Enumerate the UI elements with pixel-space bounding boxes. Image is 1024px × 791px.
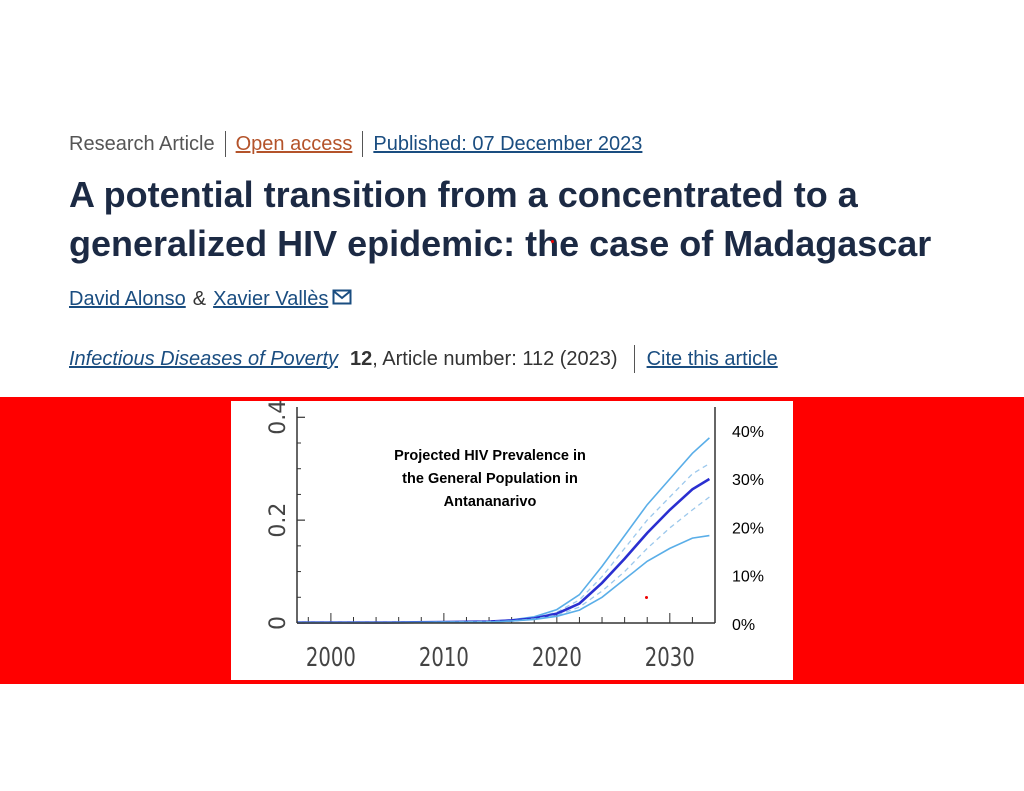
journal-divider — [633, 345, 635, 373]
right-axis-label: 30% — [732, 472, 764, 489]
y-tick-label: 0.2 — [266, 503, 291, 538]
chart-title-line-1: Projected HIV Prevalence in — [394, 448, 586, 464]
volume-number: 12 — [350, 347, 373, 370]
published-date-link[interactable]: Published: 07 December 2023 — [373, 132, 643, 155]
chart-title-line-3: Antananarivo — [444, 494, 537, 510]
x-tick-label: 2010 — [419, 643, 469, 673]
right-axis-label: 10% — [732, 569, 764, 586]
x-tick-label: 2020 — [532, 643, 582, 673]
right-axis-label: 40% — [732, 424, 764, 441]
meta-divider — [224, 131, 226, 157]
prevalence-chart: 0 0.2 0.4 2000 2010 2020 2030 40% 30% 20% 10% 0% Pr… — [266, 400, 764, 673]
cite-article-link[interactable]: Cite this article — [646, 347, 778, 370]
email-icon[interactable] — [332, 288, 352, 304]
author-list: David Alonso & Xavier Vallès — [69, 288, 352, 311]
journal-info: Infectious Diseases of Poverty 12 , Arti… — [69, 345, 778, 373]
series-line-upper — [297, 437, 710, 624]
red-dot-marker — [551, 240, 554, 243]
author-link[interactable]: Xavier Vallès — [213, 288, 329, 310]
x-tick-label: 2030 — [645, 643, 695, 673]
article-type: Research Article — [69, 132, 215, 155]
x-tick-label: 2000 — [306, 643, 356, 673]
red-dot-marker — [645, 596, 648, 599]
y-tick-label: 0 — [266, 616, 291, 630]
article-number: , Article number: 112 (2023) — [372, 347, 618, 370]
article-meta: Research Article Open access Published: … — [69, 131, 642, 157]
author-link[interactable]: David Alonso — [69, 288, 186, 310]
chart-panel: 0 0.2 0.4 2000 2010 2020 2030 40% 30% 20% 10% 0% Pr… — [231, 400, 793, 680]
journal-link[interactable]: Infectious Diseases of Poverty — [69, 347, 339, 370]
series-line-lower — [297, 534, 710, 624]
series-line-lower-inner — [297, 496, 710, 624]
y-tick-label: 0.4 — [266, 401, 291, 435]
meta-divider — [362, 131, 364, 157]
chart-title-line-2: the General Population in — [402, 471, 578, 487]
author-joiner: & — [192, 288, 207, 310]
right-axis-label: 20% — [732, 520, 764, 537]
open-access-link[interactable]: Open access — [235, 132, 353, 155]
series-line-upper-inner — [297, 463, 710, 624]
article-title: A potential transition from a concentrat… — [69, 174, 932, 264]
right-axis-label: 0% — [732, 617, 755, 634]
